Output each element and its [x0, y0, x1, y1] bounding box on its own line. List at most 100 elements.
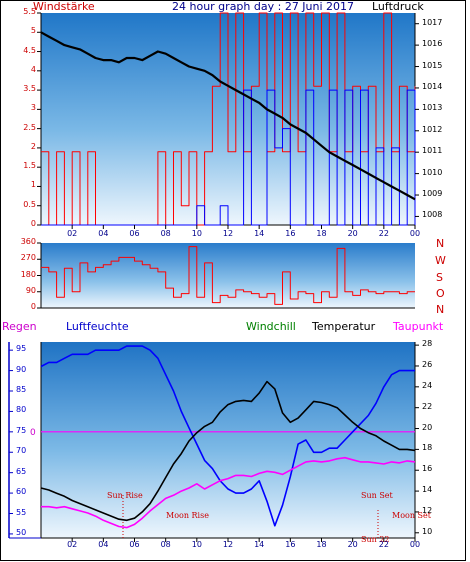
- x-tick-label-bottom: 10: [191, 540, 202, 549]
- direction-label-o: O: [436, 287, 445, 300]
- pressure-tick-label: 1008: [422, 210, 443, 220]
- temperature-line: [40, 380, 416, 522]
- x-tick-label-bottom: 20: [347, 540, 358, 549]
- wind-axis-title: Windstärke: [33, 0, 95, 13]
- legend-temperatur: Temperatur: [312, 320, 376, 333]
- x-tick-label: 08: [160, 229, 171, 238]
- humidity-tick-label: 90: [16, 364, 27, 374]
- wind-tick-label: 1: [30, 180, 36, 190]
- pressure-tick-label: 1013: [422, 103, 443, 113]
- x-tick-label-bottom: 18: [316, 540, 327, 549]
- x-tick-label-bottom: 16: [285, 540, 296, 549]
- temperature-tick-label: 18: [422, 443, 433, 453]
- direction-label-w: W: [435, 254, 446, 267]
- humidity-tick-label: 85: [16, 385, 27, 394]
- wind-tick-label: 3.5: [23, 84, 36, 94]
- wind-tick-label: 5: [30, 26, 36, 36]
- x-tick-label: 16: [285, 229, 296, 238]
- wind-direction-plot-area: [41, 243, 415, 308]
- regen-zero-label: 0: [30, 428, 36, 438]
- direction-tick-label: 0: [30, 302, 36, 311]
- temperature-tick-label: 16: [422, 464, 433, 474]
- direction-tick-label: 270: [20, 253, 36, 263]
- pressure-axis-title: Luftdruck: [372, 0, 424, 13]
- humidity-tick-label: 70: [16, 446, 27, 456]
- pressure-tick-label: 1017: [422, 17, 443, 27]
- wind-tick-label: 2.5: [23, 122, 36, 132]
- wind-direction-line: [41, 246, 415, 305]
- x-tick-label-bottom: 04: [98, 540, 109, 549]
- x-tick-label: 10: [191, 229, 202, 238]
- temperature-tick-label: 24: [422, 380, 433, 390]
- moon-set-label: Moon Set: [392, 511, 431, 520]
- humidity-line: [40, 345, 415, 527]
- x-tick-label-bottom: 02: [67, 540, 78, 549]
- temperature-tick-label: 28: [422, 339, 433, 349]
- humidity-tick-label: 95: [16, 344, 27, 354]
- x-tick-label: 06: [129, 229, 140, 238]
- wind-tick-label: 0.5: [23, 199, 36, 209]
- temperature-tick-label: 10: [422, 526, 433, 536]
- pressure-line: [40, 31, 416, 201]
- wind-tick-label: 4: [30, 64, 36, 74]
- x-tick-label-bottom: 08: [160, 540, 171, 549]
- humidity-tick-label: 80: [16, 405, 27, 415]
- dewpoint-line: [41, 456, 416, 529]
- humidity-tick-label: 65: [16, 466, 27, 476]
- wind-tick-label: 4.5: [23, 45, 36, 55]
- sun-set-label: Sun Set: [361, 491, 393, 500]
- humidity-tick-label: 75: [16, 425, 27, 435]
- x-tick-label-bottom: 06: [129, 540, 140, 549]
- x-tick-label: 04: [98, 229, 109, 238]
- pressure-tick-label: 1011: [422, 146, 443, 156]
- pressure-tick-label: 1014: [422, 81, 443, 91]
- humidity-tick-label: 60: [16, 487, 27, 497]
- temperature-tick-label: 12: [422, 505, 433, 515]
- x-tick-label: 00: [409, 229, 421, 238]
- x-tick-label: 22: [378, 229, 389, 238]
- legend-luftfeuchte: Luftfeuchte: [66, 320, 129, 333]
- x-tick-label: 20: [347, 229, 358, 238]
- pressure-tick-label: 1012: [422, 124, 443, 134]
- temperature-tick-label: 14: [422, 485, 433, 495]
- direction-tick-label: 360: [20, 237, 36, 246]
- x-tick-label: 18: [316, 229, 327, 238]
- x-tick-label: 02: [67, 229, 78, 238]
- wind-tick-label: 2: [30, 141, 36, 151]
- pressure-tick-label: 1009: [422, 189, 443, 199]
- direction-label-s: S: [436, 271, 443, 284]
- x-tick-label: 14: [254, 229, 265, 238]
- x-tick-label-bottom: 22: [378, 540, 389, 549]
- pressure-tick-label: 1016: [422, 39, 443, 49]
- direction-tick-label: 90: [25, 285, 36, 295]
- wind-tick-label: 0: [30, 219, 36, 228]
- humidity-tick-label: 50: [16, 527, 27, 537]
- humidity-temperature-plot-area: [41, 342, 415, 538]
- x-tick-label: 12: [222, 229, 234, 238]
- sun-22-label: Sun 22: [361, 535, 390, 544]
- chart-marks: [9, 12, 419, 542]
- graph-title: 24 hour graph day : 27 Juni 2017: [172, 0, 355, 13]
- wind-tick-label: 3: [30, 103, 36, 113]
- moon-rise-label: Moon Rise: [166, 511, 209, 520]
- pressure-tick-label: 1010: [422, 167, 443, 177]
- temperature-tick-label: 20: [422, 422, 433, 432]
- direction-tick-label: 180: [20, 269, 36, 279]
- x-tick-label-bottom: 12: [222, 540, 234, 549]
- temperature-tick-label: 22: [422, 401, 433, 411]
- direction-label-n-bottom: N: [436, 303, 445, 316]
- legend-windchill: Windchill: [246, 320, 296, 333]
- sun-rise-label: Sun Rise: [107, 491, 143, 500]
- x-tick-label-bottom: 14: [254, 540, 265, 549]
- humidity-tick-label: 55: [16, 507, 27, 517]
- x-tick-label-bottom: 00: [409, 540, 421, 549]
- temperature-tick-label: 26: [422, 359, 433, 369]
- direction-label-n-top: N: [436, 237, 445, 250]
- legend-taupunkt: Taupunkt: [393, 320, 444, 333]
- wind-tick-label: 1.5: [23, 161, 36, 171]
- wind-tick-label: 5.5: [23, 7, 36, 16]
- pressure-tick-label: 1015: [422, 60, 443, 70]
